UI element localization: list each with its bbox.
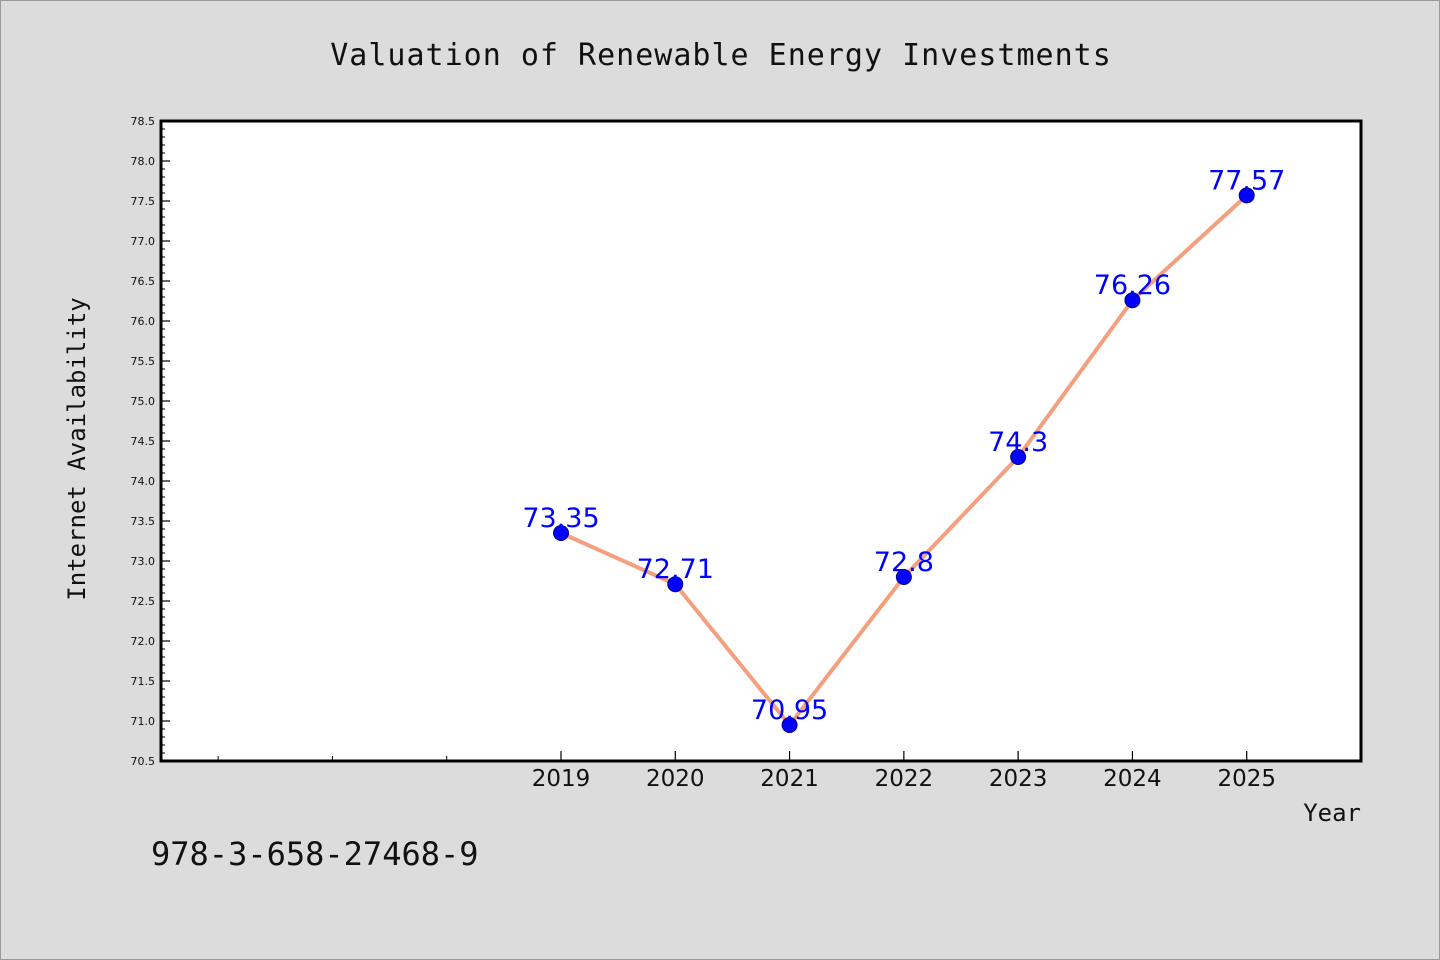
y-axis-label: Internet Availability — [63, 297, 91, 600]
y-tick-label: 73.5 — [131, 515, 156, 528]
x-tick-label: 2020 — [646, 766, 705, 792]
data-label: 72.8 — [874, 547, 934, 578]
data-label: 73.35 — [522, 503, 599, 534]
y-tick-label: 72.0 — [131, 635, 156, 648]
y-tick-label: 70.5 — [131, 755, 156, 768]
data-label: 74.3 — [988, 427, 1048, 458]
x-tick-label: 2022 — [875, 766, 934, 792]
data-label: 77.57 — [1208, 165, 1285, 196]
y-tick-label: 75.5 — [131, 355, 156, 368]
plot-frame — [159, 119, 1363, 763]
y-tick-label: 76.0 — [131, 315, 156, 328]
y-tick-label: 75.0 — [131, 395, 156, 408]
y-tick-label: 72.5 — [131, 595, 156, 608]
data-label: 70.95 — [751, 695, 828, 726]
data-point — [1124, 292, 1141, 309]
isbn-annotation: 978-3-658-27468-9 — [151, 835, 479, 873]
y-tick-label: 73.0 — [131, 555, 156, 568]
data-label: 72.71 — [637, 554, 714, 585]
x-axis: 2019 2020 2021 2022 2023 2024 2025 — [217, 751, 1276, 792]
y-tick-label: 74.5 — [131, 435, 156, 448]
data-label: 76.26 — [1094, 270, 1171, 301]
series-layer — [553, 187, 1255, 733]
x-tick-label: 2025 — [1217, 766, 1276, 792]
data-point — [1010, 449, 1027, 465]
y-tick-label: 71.0 — [131, 715, 156, 728]
data-point — [1238, 187, 1255, 204]
x-axis-label: Year — [1303, 799, 1361, 827]
data-labels: 73.35 72.71 70.95 72.8 74.3 76.26 77.57 — [522, 165, 1285, 726]
data-point — [667, 576, 684, 593]
data-point — [781, 717, 798, 733]
y-tick-label: 77.5 — [131, 195, 156, 208]
data-point — [553, 525, 569, 541]
y-tick-label: 71.5 — [131, 675, 156, 688]
data-point — [895, 569, 912, 585]
x-tick-label: 2023 — [989, 766, 1048, 792]
y-tick-label: 76.5 — [131, 275, 156, 288]
y-tick-label: 78.5 — [131, 115, 156, 128]
chart-title: Valuation of Renewable Energy Investment… — [330, 38, 1112, 73]
plot-area — [161, 121, 1361, 761]
x-tick-label: 2019 — [532, 766, 591, 792]
x-tick-label: 2024 — [1103, 766, 1162, 792]
x-tick-label: 2021 — [760, 766, 819, 792]
y-tick-label: 78.0 — [131, 155, 156, 168]
y-tick-label: 74.0 — [131, 475, 156, 488]
y-tick-label: 77.0 — [131, 235, 156, 248]
